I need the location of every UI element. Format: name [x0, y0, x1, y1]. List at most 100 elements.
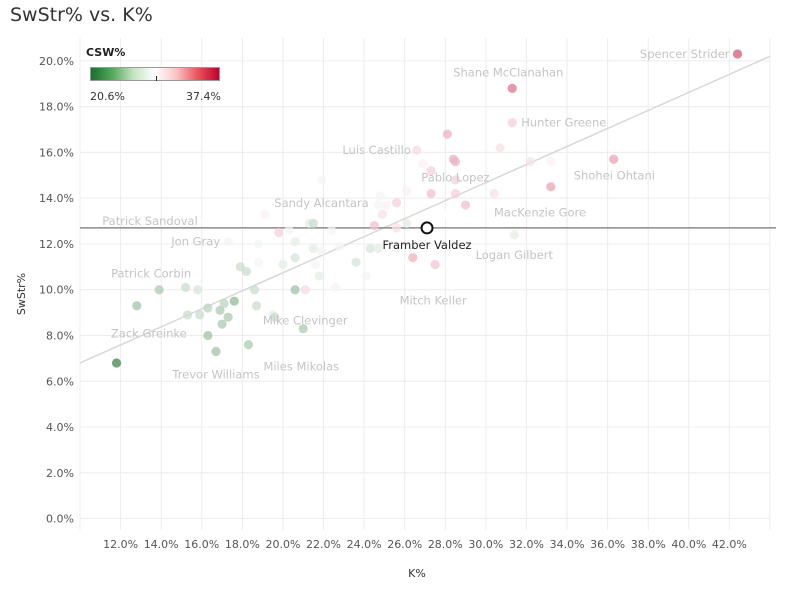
x-tick-label: 16.0% [184, 538, 219, 551]
scatter-point[interactable] [331, 282, 341, 293]
scatter-point[interactable] [215, 305, 225, 315]
scatter-point[interactable] [373, 243, 383, 254]
scatter-point[interactable] [402, 218, 412, 228]
scatter-point[interactable] [546, 156, 556, 167]
scatter-point[interactable] [316, 246, 327, 256]
scatter-point[interactable] [241, 266, 252, 277]
scatter-point[interactable] [314, 271, 325, 281]
scatter-point[interactable] [450, 189, 461, 199]
scatter-point[interactable] [546, 182, 556, 192]
scatter-point[interactable] [426, 166, 436, 176]
scatter-point[interactable] [489, 189, 499, 199]
x-tick-label: 40.0% [671, 538, 706, 551]
y-tick-label: 6.0% [46, 375, 74, 388]
scatter-point[interactable] [732, 49, 743, 59]
scatter-point[interactable] [111, 358, 122, 368]
scatter-point[interactable] [154, 285, 164, 295]
x-tick-label: 26.0% [387, 538, 422, 551]
y-tick-label: 10.0% [39, 284, 74, 297]
scatter-point[interactable] [351, 257, 361, 267]
scatter-point[interactable] [365, 243, 375, 254]
scatter-point[interactable] [507, 83, 517, 93]
scatter-point[interactable] [253, 239, 264, 249]
point-label: Miles Mikolas [263, 360, 339, 374]
x-tick-label: 18.0% [225, 538, 260, 551]
scatter-point[interactable] [300, 285, 310, 295]
legend-midpoint-tick [156, 76, 157, 81]
scatter-point[interactable] [418, 159, 428, 169]
scatter-point[interactable] [507, 118, 517, 128]
scatter-point[interactable] [251, 301, 262, 311]
scatter-point[interactable] [327, 225, 337, 235]
scatter-point[interactable] [412, 145, 422, 155]
scatter-point[interactable] [377, 209, 387, 219]
scatter-point[interactable] [278, 259, 288, 270]
scatter-point[interactable] [203, 330, 213, 341]
scatter-point[interactable] [284, 225, 294, 235]
scatter-point[interactable] [223, 312, 233, 322]
scatter-point[interactable] [361, 271, 371, 281]
scatter-point[interactable] [217, 319, 227, 329]
scatter-point[interactable] [391, 223, 402, 233]
scatter-point[interactable] [308, 243, 318, 254]
y-tick-label: 4.0% [46, 421, 74, 434]
scatter-point[interactable] [442, 209, 452, 219]
scatter-point[interactable] [316, 175, 327, 185]
scatter-point[interactable] [219, 298, 229, 309]
scatter-point[interactable] [375, 191, 385, 201]
scatter-point[interactable] [391, 243, 402, 254]
scatter-point[interactable] [260, 209, 270, 219]
scatter-point[interactable] [290, 285, 300, 295]
x-tick-label: 14.0% [144, 538, 179, 551]
scatter-point[interactable] [180, 282, 191, 293]
scatter-point[interactable] [442, 129, 452, 139]
scatter-point[interactable] [310, 259, 321, 270]
x-tick-label: 42.0% [712, 538, 747, 551]
scatter-point[interactable] [274, 227, 284, 238]
scatter-point[interactable] [290, 253, 300, 263]
chart-title: SwStr% vs. K% [10, 4, 153, 26]
scatter-point[interactable] [182, 310, 193, 320]
scatter-point[interactable] [391, 198, 402, 208]
scatter-point[interactable] [426, 189, 436, 199]
scatter-point[interactable] [195, 310, 205, 320]
scatter-point[interactable] [270, 312, 280, 322]
scatter-point[interactable] [203, 303, 213, 313]
scatter-point[interactable] [373, 200, 383, 210]
scatter-point[interactable] [193, 285, 203, 295]
scatter-point[interactable] [609, 154, 619, 164]
scatter-point[interactable] [408, 253, 418, 263]
scatter-point[interactable] [450, 175, 461, 185]
csw-legend[interactable]: CSW% 20.6% 37.4% [86, 46, 226, 103]
scatter-point[interactable] [223, 237, 233, 247]
scatter-point[interactable] [450, 156, 461, 167]
point-label: Luis Castillo [342, 143, 411, 157]
scatter-point[interactable] [243, 340, 254, 350]
scatter-point[interactable] [381, 200, 392, 210]
scatter-point[interactable] [253, 257, 264, 267]
scatter-point[interactable] [298, 324, 308, 334]
y-tick-label: 20.0% [39, 55, 74, 68]
y-tick-label: 16.0% [39, 146, 74, 159]
scatter-point[interactable] [430, 259, 440, 270]
point-label: Patrick Sandoval [102, 214, 198, 228]
scatter-point[interactable] [495, 143, 505, 153]
scatter-point[interactable] [525, 156, 536, 167]
point-label: Jon Gray [170, 235, 220, 249]
scatter-point[interactable] [132, 301, 142, 311]
scatter-point[interactable] [369, 221, 379, 231]
highlight-point[interactable] [420, 221, 434, 235]
scatter-point[interactable] [211, 346, 221, 357]
scatter-point[interactable] [335, 241, 345, 251]
point-label: Logan Gilbert [476, 248, 554, 262]
scatter-point[interactable] [308, 218, 318, 228]
scatter-point[interactable] [290, 237, 300, 247]
scatter-point[interactable] [402, 186, 412, 196]
scatter-point[interactable] [229, 296, 239, 306]
point-label: Mike Clevinger [263, 314, 348, 328]
scatter-point[interactable] [460, 200, 471, 210]
scatter-point[interactable] [509, 230, 519, 240]
scatter-point[interactable] [249, 285, 260, 295]
scatter-point[interactable] [201, 216, 211, 226]
y-tick-label: 12.0% [39, 238, 74, 251]
